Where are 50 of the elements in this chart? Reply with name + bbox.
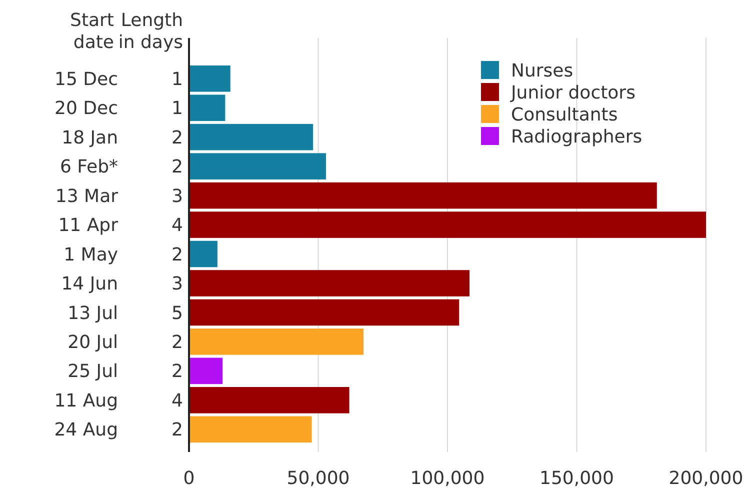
- y2-tick-label: 2: [172, 244, 183, 266]
- legend-label: Junior doctors: [510, 82, 636, 104]
- legend-label: Consultants: [511, 104, 618, 126]
- y2-tick-label: 3: [172, 274, 183, 295]
- bar: [189, 94, 226, 121]
- y2-tick-label: 2: [172, 420, 183, 441]
- x-tick-label: 0: [183, 468, 195, 489]
- y-tick-label: 13 Mar: [55, 186, 119, 207]
- y2-tick-label: 1: [172, 68, 183, 90]
- y-tick-label: 11 Aug: [54, 390, 118, 412]
- legend-label: Radiographers: [511, 126, 642, 148]
- x-tick-label: 50,000: [286, 468, 350, 489]
- y-tick-label: 1 May: [64, 244, 118, 266]
- y-tick-label: 11 Apr: [58, 215, 119, 236]
- bar: [189, 212, 706, 238]
- bar: [189, 182, 657, 209]
- bar: [189, 299, 460, 326]
- bar: [189, 328, 364, 355]
- y2-tick-label: 1: [172, 98, 183, 120]
- bar: [189, 124, 314, 150]
- x-tick-label: 200,000: [668, 468, 744, 489]
- y2-tick-label: 4: [172, 390, 183, 412]
- y-tick-label: 6 Feb*: [60, 156, 118, 178]
- y-tick-label: 25 Jul: [68, 361, 118, 382]
- y2-tick-label: 2: [172, 361, 183, 382]
- y-tick-label: 13 Jul: [68, 302, 118, 324]
- y2-tick-label: 5: [172, 302, 183, 324]
- y-tick-label: 15 Dec: [54, 68, 118, 90]
- y-tick-label: 24 Aug: [54, 420, 118, 441]
- y-tick-label: 20 Dec: [54, 98, 118, 120]
- y-tick-label: 14 Jun: [61, 274, 118, 295]
- legend-label: Nurses: [511, 60, 574, 82]
- y2-tick-label: 4: [172, 215, 183, 236]
- x-tick-label: 100,000: [410, 468, 485, 489]
- x-tick-label: 150,000: [540, 468, 614, 489]
- y2-axis-title: Length in days: [118, 10, 183, 53]
- bar: [189, 65, 230, 92]
- bar: [189, 387, 350, 414]
- y-tick-label: 18 Jan: [62, 127, 118, 148]
- y2-tick-label: 2: [172, 332, 183, 353]
- y2-tick-label: 2: [172, 156, 183, 178]
- y2-tick-label: 2: [172, 127, 183, 148]
- y-tick-label: 20 Jul: [68, 332, 118, 353]
- bar: [189, 153, 326, 180]
- bar: [189, 240, 218, 268]
- y2-tick-label: 3: [172, 186, 183, 207]
- y-axis-title: Start date: [70, 10, 114, 53]
- bar: [189, 416, 312, 443]
- bar: [189, 358, 223, 384]
- bar: [189, 270, 470, 296]
